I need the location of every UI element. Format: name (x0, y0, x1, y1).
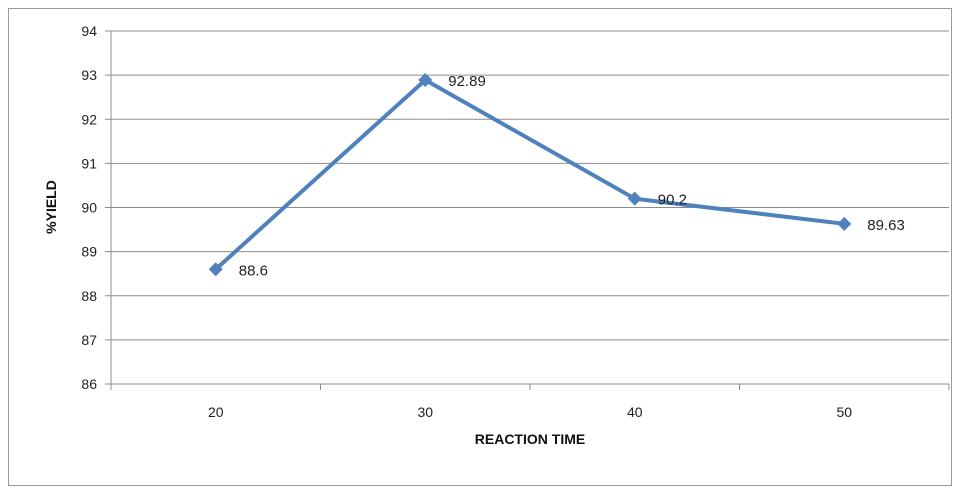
data-label-20: 88.6 (239, 262, 268, 279)
x-tick-label-50: 50 (836, 404, 852, 420)
data-point-40 (627, 191, 642, 206)
y-tick-label-90: 90 (81, 200, 97, 216)
y-tick-label-86: 86 (81, 376, 97, 392)
y-tick-labels: 86 87 88 89 90 91 92 93 94 (81, 23, 97, 392)
series-line (214, 77, 845, 271)
y-tick-label-87: 87 (81, 332, 97, 348)
data-label-40: 90.2 (658, 192, 687, 209)
gridlines (111, 30, 949, 341)
y-tick-label-88: 88 (81, 288, 97, 304)
data-point-30 (418, 72, 433, 87)
y-tick-label-89: 89 (81, 244, 97, 260)
axes (105, 30, 950, 390)
y-axis-title: %YIELD (43, 180, 59, 234)
y-tick-label-91: 91 (81, 155, 97, 171)
data-label-30: 92.89 (448, 73, 486, 90)
chart-frame (8, 8, 952, 486)
data-labels: 88.6 92.89 90.2 89.63 (239, 73, 905, 279)
x-tick-label-40: 40 (627, 404, 643, 420)
y-tick-label-92: 92 (81, 111, 97, 127)
data-point-50 (837, 216, 852, 231)
y-tick-label-93: 93 (81, 67, 97, 83)
x-tick-label-20: 20 (208, 404, 224, 420)
y-tick-label-94: 94 (81, 23, 97, 39)
data-point-20 (208, 262, 223, 277)
series-line-group (214, 77, 845, 271)
x-tick-label-30: 30 (417, 404, 433, 420)
data-label-50: 89.63 (867, 217, 905, 234)
x-tick-labels: 20 30 40 50 (208, 404, 852, 420)
x-axis-title: REACTION TIME (475, 431, 585, 447)
markers (208, 72, 852, 277)
